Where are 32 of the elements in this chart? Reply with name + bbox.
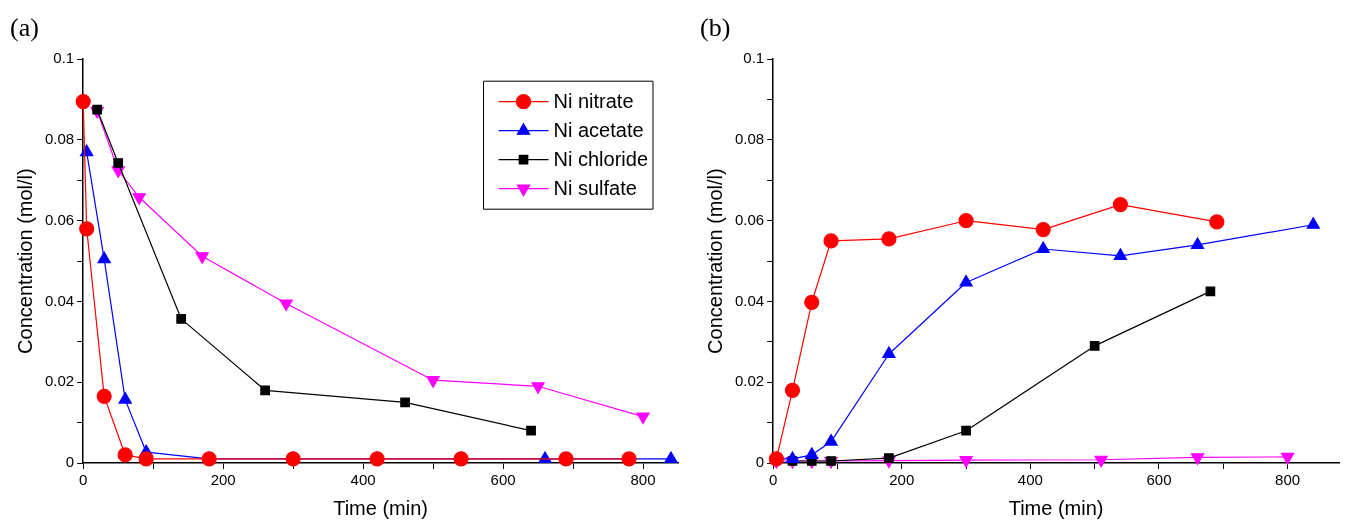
- y-tick-label: 0.08: [44, 130, 75, 148]
- legend-label: Ni acetate: [553, 119, 644, 142]
- y-tick-label: 0.1: [743, 49, 765, 67]
- x-tick-label: 0: [79, 471, 88, 489]
- x-tick-label: 800: [630, 471, 656, 489]
- y-tick-label: 0.06: [734, 210, 765, 228]
- x-tick-label: 200: [889, 471, 915, 489]
- x-tick-label: 0: [769, 471, 778, 489]
- x-tick-label: 200: [210, 471, 236, 489]
- chart-title: (b): [700, 13, 731, 43]
- legend-label: Ni chloride: [553, 148, 648, 171]
- y-tick-label: 0.1: [53, 49, 75, 67]
- y-tick-label: 0.04: [734, 291, 765, 309]
- y-tick-label: 0.04: [44, 291, 75, 309]
- y-tick-label: 0: [65, 453, 75, 471]
- x-axis-title: Time (min): [1008, 496, 1104, 519]
- y-axis-title: Concentration (mol/l): [703, 168, 726, 354]
- y-tick-label: 0.02: [44, 372, 75, 390]
- x-tick-label: 800: [1275, 471, 1301, 489]
- chart-title: (a): [10, 13, 39, 43]
- x-axis-title: Time (min): [333, 496, 428, 519]
- legend-label: Ni sulfate: [553, 177, 637, 200]
- x-tick-label: 600: [490, 471, 516, 489]
- y-tick-label: 0.02: [734, 372, 765, 390]
- y-tick-label: 0.06: [44, 210, 75, 228]
- y-axis-title: Concentration (mol/l): [13, 168, 36, 354]
- x-tick-label: 600: [1146, 471, 1172, 489]
- x-tick-label: 400: [350, 471, 376, 489]
- y-tick-label: 0: [755, 453, 765, 471]
- x-tick-label: 400: [1017, 471, 1043, 489]
- legend-label: Ni nitrate: [553, 90, 634, 113]
- y-tick-label: 0.08: [734, 130, 765, 148]
